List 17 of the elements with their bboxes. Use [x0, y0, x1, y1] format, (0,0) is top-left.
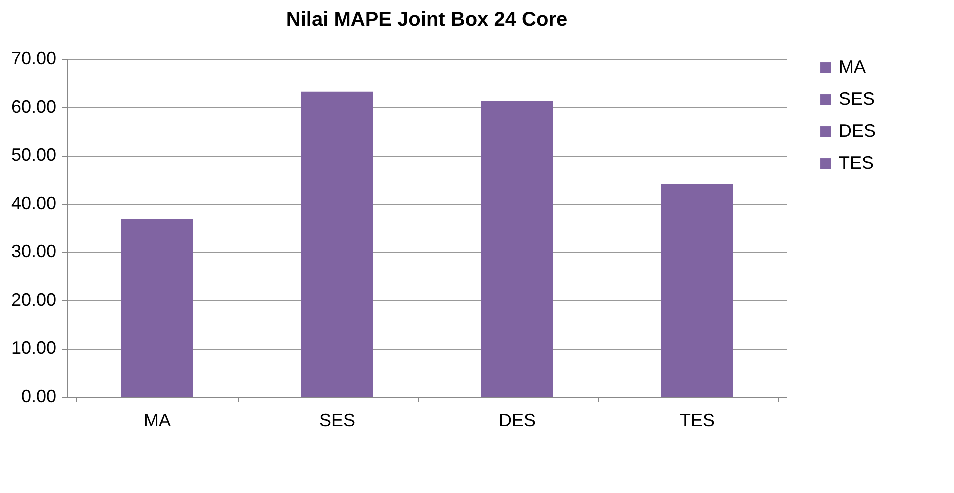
- y-tick-label: 60.00: [11, 96, 56, 117]
- y-tick-label: 50.00: [11, 145, 56, 166]
- legend-label: DES: [839, 121, 876, 141]
- legend-label: TES: [839, 153, 874, 173]
- y-tick-label: 0.00: [21, 386, 56, 406]
- y-tick-label: 70.00: [11, 48, 56, 68]
- y-tick-label: 40.00: [11, 193, 56, 214]
- x-tick-label: TES: [680, 410, 716, 430]
- x-tick-label: SES: [319, 410, 356, 430]
- x-tick-label: MA: [144, 410, 171, 430]
- x-tick-label: DES: [498, 410, 536, 430]
- chart-title: Nilai MAPE Joint Box 24 Core: [286, 9, 568, 31]
- legend-label: SES: [839, 89, 876, 109]
- y-tick-label: 30.00: [11, 242, 56, 262]
- y-tick-label: 20.00: [11, 290, 56, 310]
- legend-label: MA: [839, 57, 866, 77]
- y-tick-label: 10.00: [11, 338, 56, 358]
